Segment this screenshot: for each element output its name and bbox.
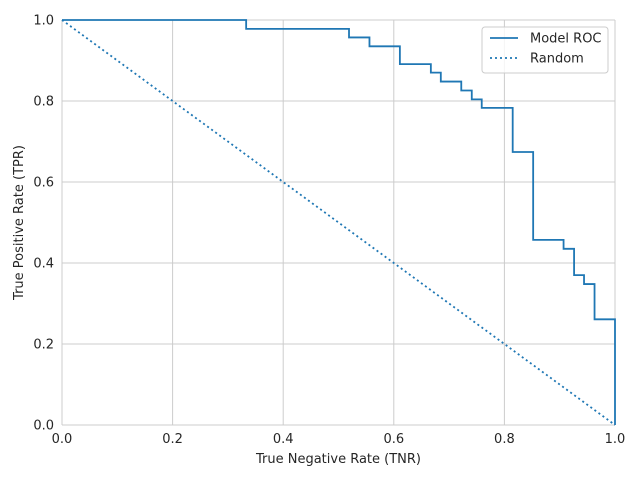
legend-label-model-roc: Model ROC	[530, 32, 602, 47]
x-tick-label: 0.6	[383, 432, 404, 447]
series-line-model-roc	[62, 19, 616, 425]
x-axis-label: True Negative Rate (TNR)	[255, 452, 421, 467]
y-tick-label: 0.2	[33, 338, 54, 353]
y-tick-label: 0.4	[33, 257, 54, 272]
y-tick-label: 0.0	[33, 419, 54, 434]
x-tick-label: 0.8	[494, 432, 515, 447]
series-layer	[61, 19, 616, 426]
y-tick-label: 0.8	[33, 95, 54, 110]
y-axis-label: True Positive Rate (TPR)	[12, 145, 27, 301]
y-tick-label: 1.0	[33, 14, 54, 29]
tick-labels: 0.0 0.2 0.4 0.6 0.8 1.0 0.0 0.2 0.4 0.6 0.8 1.0	[33, 14, 625, 448]
plot-area	[62, 20, 615, 425]
legend-label-random: Random	[530, 52, 584, 67]
x-tick-label: 0.2	[162, 432, 183, 447]
series-line-random	[61, 19, 616, 426]
x-tick-label: 1.0	[605, 432, 626, 447]
legend: Model ROC Random	[481, 26, 609, 74]
x-tick-label: 0.0	[52, 432, 73, 447]
y-tick-label: 0.6	[33, 176, 54, 191]
x-tick-label: 0.4	[273, 432, 294, 447]
